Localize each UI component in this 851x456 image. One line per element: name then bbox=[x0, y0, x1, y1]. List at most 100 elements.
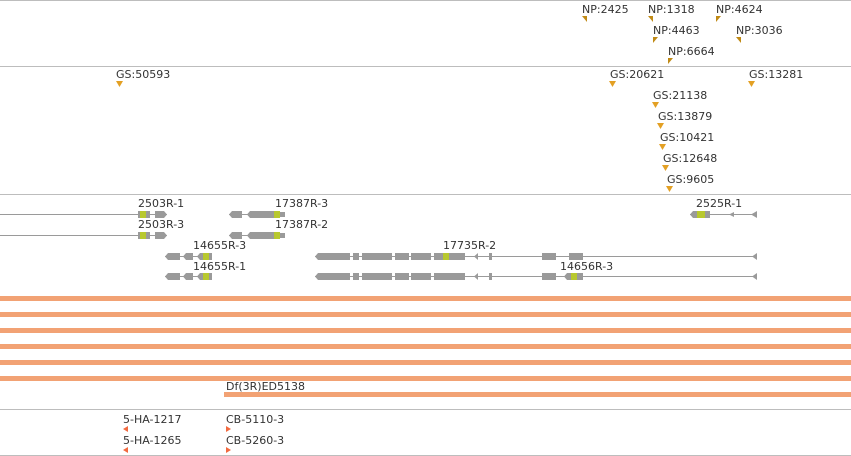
cds-block bbox=[274, 211, 280, 218]
gs-insertion[interactable]: GS:20621 bbox=[609, 68, 664, 87]
deficiency-track: Df(3R)ED5138 bbox=[0, 296, 851, 397]
transcript-label: 14655R-3 bbox=[193, 239, 246, 252]
insertion-marker-icon bbox=[116, 81, 123, 87]
exon bbox=[489, 253, 492, 260]
gs-insertion[interactable]: GS:10421 bbox=[659, 131, 714, 150]
insertion-marker-icon bbox=[609, 81, 616, 87]
exon bbox=[362, 253, 392, 260]
np-insertion[interactable]: NP:4624 bbox=[716, 3, 763, 22]
insertion-label: CB-5260-3 bbox=[226, 434, 284, 447]
exon bbox=[247, 232, 276, 239]
transcript-14656R-3[interactable]: 14656R-3 bbox=[315, 260, 757, 280]
insertion[interactable]: 5-HA-1265 bbox=[123, 434, 182, 453]
exon bbox=[434, 253, 465, 260]
insertion-marker-icon bbox=[657, 123, 664, 129]
deficiency-bar[interactable] bbox=[0, 360, 851, 365]
gs-insertion[interactable]: GS:9605 bbox=[666, 173, 714, 192]
cds-block bbox=[140, 232, 146, 239]
transcript-label: 2503R-3 bbox=[138, 218, 184, 231]
deficiency-bar[interactable] bbox=[0, 344, 851, 349]
np-insertion-track: NP:2425 NP:1318 NP:4624 NP:4463 NP:3036 … bbox=[582, 3, 783, 64]
transcript-label: 17387R-3 bbox=[275, 197, 328, 210]
transcript-2503R-1[interactable]: 2503R-1 bbox=[0, 197, 184, 218]
exon bbox=[165, 273, 180, 280]
gs-insertion[interactable]: GS:50593 bbox=[116, 68, 170, 87]
exon bbox=[489, 273, 492, 280]
exon bbox=[542, 253, 556, 260]
exon bbox=[183, 253, 193, 260]
gs-insertion[interactable]: GS:21138 bbox=[652, 89, 707, 108]
insertion-marker-icon bbox=[123, 426, 128, 432]
insertion-label: 5-HA-1265 bbox=[123, 434, 182, 447]
insertion[interactable]: CB-5260-3 bbox=[226, 434, 284, 453]
cds-block bbox=[697, 211, 705, 218]
cds-block bbox=[203, 273, 209, 280]
exon bbox=[247, 211, 276, 218]
transcript-label: 17387R-2 bbox=[275, 218, 328, 231]
exon bbox=[155, 232, 167, 239]
transcript-track: 2503R-1 17387R-3 2525R-1 2503R-3 bbox=[0, 197, 757, 280]
insertion-label: GS:50593 bbox=[116, 68, 170, 81]
exon bbox=[183, 273, 193, 280]
cds-block bbox=[571, 273, 577, 280]
np-insertion[interactable]: NP:4463 bbox=[653, 24, 700, 43]
cds-block bbox=[443, 253, 449, 260]
insertion-marker-icon bbox=[226, 426, 231, 432]
cds-block bbox=[203, 253, 209, 260]
exon bbox=[395, 253, 409, 260]
deficiency-bar[interactable] bbox=[0, 376, 851, 381]
insertion-label: NP:6664 bbox=[668, 45, 715, 58]
insertion-marker-icon bbox=[582, 16, 587, 22]
insertion[interactable]: 5-HA-1217 bbox=[123, 413, 182, 432]
gs-insertion[interactable]: GS:12648 bbox=[662, 152, 717, 171]
np-insertion[interactable]: NP:6664 bbox=[668, 45, 715, 64]
deficiency-bar bbox=[224, 392, 851, 397]
cds-block bbox=[274, 232, 280, 239]
exon bbox=[474, 273, 478, 280]
insertion-marker-icon bbox=[226, 447, 231, 453]
other-insertion-track: 5-HA-1217 CB-5110-3 5-HA-1265 CB-5260-3 bbox=[123, 413, 284, 453]
np-insertion[interactable]: NP:1318 bbox=[648, 3, 695, 22]
exon bbox=[395, 273, 409, 280]
insertion-label: NP:2425 bbox=[582, 3, 629, 16]
transcript-17387R-2[interactable]: 17387R-2 bbox=[229, 218, 328, 239]
exon bbox=[752, 273, 757, 280]
insertion-label: GS:10421 bbox=[660, 131, 714, 144]
deficiency-Df3R-ED5138[interactable]: Df(3R)ED5138 bbox=[224, 380, 851, 397]
transcript-14655R-3[interactable]: 14655R-3 bbox=[165, 239, 246, 260]
exon bbox=[569, 253, 583, 260]
gs-insertion[interactable]: GS:13281 bbox=[748, 68, 803, 87]
exon bbox=[752, 253, 757, 260]
insertion-marker-icon bbox=[652, 102, 659, 108]
transcript-17387R-3[interactable]: 17387R-3 bbox=[229, 197, 328, 218]
transcript-label: 2525R-1 bbox=[696, 197, 742, 210]
exon bbox=[315, 273, 350, 280]
np-insertion[interactable]: NP:2425 bbox=[582, 3, 629, 22]
insertion-marker-icon bbox=[659, 144, 666, 150]
insertion-label: NP:1318 bbox=[648, 3, 695, 16]
insertion-marker-icon bbox=[123, 447, 128, 453]
transcript-2525R-1[interactable]: 2525R-1 bbox=[690, 197, 757, 218]
insertion-label: GS:20621 bbox=[610, 68, 664, 81]
deficiency-bar[interactable] bbox=[0, 328, 851, 333]
transcript-2503R-3[interactable]: 2503R-3 bbox=[0, 218, 184, 239]
deficiency-bar[interactable] bbox=[0, 296, 851, 301]
exon bbox=[474, 253, 478, 260]
gs-insertion[interactable]: GS:13879 bbox=[657, 110, 712, 129]
transcript-label: 2503R-1 bbox=[138, 197, 184, 210]
deficiency-bar[interactable] bbox=[0, 312, 851, 317]
insertion-label: NP:4463 bbox=[653, 24, 700, 37]
insertion-label: GS:13879 bbox=[658, 110, 712, 123]
transcript-label: 14655R-1 bbox=[193, 260, 246, 273]
exon bbox=[751, 211, 757, 218]
exon bbox=[229, 232, 242, 239]
insertion-marker-icon bbox=[662, 165, 669, 171]
insertion[interactable]: CB-5110-3 bbox=[226, 413, 284, 432]
transcript-14655R-1[interactable]: 14655R-1 bbox=[165, 260, 246, 280]
transcript-17735R-2[interactable]: 17735R-2 bbox=[315, 239, 757, 260]
np-insertion[interactable]: NP:3036 bbox=[736, 24, 783, 43]
insertion-label: GS:13281 bbox=[749, 68, 803, 81]
exon bbox=[411, 273, 431, 280]
insertion-marker-icon bbox=[736, 37, 741, 43]
